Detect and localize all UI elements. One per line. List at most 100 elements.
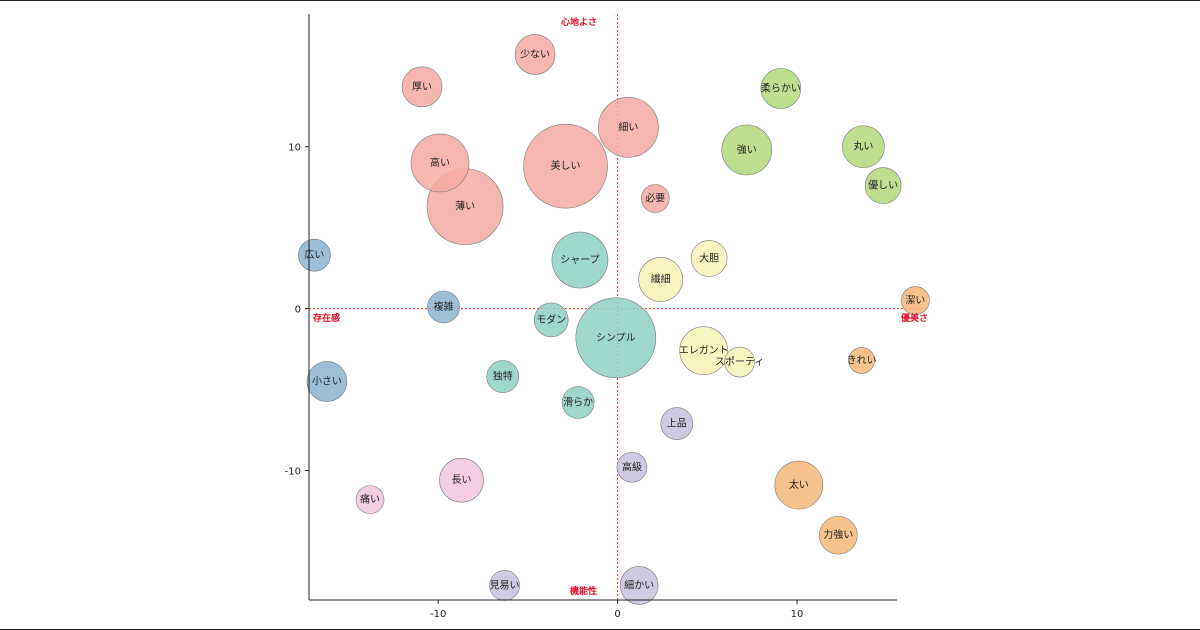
bubble: 厚い [401, 66, 443, 108]
bubble-circle [640, 184, 670, 213]
x-tick-label: 0 [614, 609, 620, 620]
bubble-label: 見易い [490, 579, 520, 591]
bubble-label: 少ない [520, 48, 550, 60]
bubble: 複雑 [427, 290, 460, 324]
top-border-line [0, 0, 1200, 1]
bubble-label: 小さい [312, 375, 342, 387]
bubble-label: 必要 [645, 192, 665, 205]
bubble-circle [533, 302, 569, 338]
bubble: モダン [533, 302, 569, 338]
x-tick-label: 10 [791, 609, 804, 620]
bubble: 滑らか [561, 386, 595, 419]
bubble: 少ない [514, 34, 556, 75]
bubble-label: 繊細 [651, 272, 671, 285]
bubble: 強い [721, 124, 773, 176]
y-tick-label: 0 [295, 305, 301, 316]
bubble-label: 長い [452, 474, 472, 486]
bubble-circle [848, 347, 875, 374]
bubble-label: 独特 [493, 370, 513, 383]
bubble-label: モダン [536, 313, 566, 326]
bubble-label: きれい [847, 354, 877, 366]
bubble: シンプル [575, 297, 657, 379]
bubble: 柔らかい [760, 68, 802, 109]
bubble: 高い [410, 133, 470, 193]
axis-name-left: 存在感 [313, 312, 340, 324]
bubble-circle [818, 515, 858, 555]
axis-names: 心地よさ 機能性 存在感 優美さ [313, 16, 928, 597]
bubble-circle [774, 460, 824, 510]
bubble-circle [306, 361, 348, 402]
bubble-label: シンプル [596, 332, 636, 344]
bubble: 高級 [616, 451, 648, 483]
bubble-label: 薄い [455, 200, 475, 213]
bubble: 優しい [864, 167, 902, 204]
bubble-circle [760, 68, 802, 109]
bubble-label: 細い [618, 120, 638, 133]
bubble-circle [724, 346, 755, 378]
axis-name-bottom: 機能性 [570, 585, 597, 597]
x-tick-label: -10 [430, 609, 446, 620]
bubble-label: 滑らか [563, 397, 593, 409]
bubble: 美しい [523, 123, 608, 209]
axes [308, 14, 897, 601]
bubble-circle [298, 238, 331, 272]
bubble-label: 力強い [823, 528, 853, 541]
bubble-circle [638, 257, 683, 302]
bubble: シャープ [551, 231, 609, 289]
bubble-label: 上品 [667, 418, 687, 430]
bubble-label: 強い [737, 143, 757, 156]
bubble-circle [660, 407, 694, 440]
bubble: 丸い [842, 125, 885, 169]
bubble: 力強い [818, 515, 858, 555]
bubble-circle [355, 485, 385, 514]
bubble: 太い [774, 460, 824, 510]
y-tick-label: -10 [285, 466, 301, 477]
ticks: -10 0 10 -10 0 10 [285, 143, 804, 620]
bubble: スポーティ [715, 346, 764, 378]
bubble-label: 柔らかい [761, 82, 801, 94]
bubble-label: 高級 [622, 460, 642, 473]
bubble-circle [410, 133, 470, 193]
bubble-circle [439, 457, 484, 503]
bubble-label: 高い [430, 156, 450, 169]
bubble: エレガント [679, 326, 729, 376]
bubble: 独特 [486, 360, 520, 393]
bubble: 必要 [640, 184, 670, 213]
bubble-circle [427, 290, 460, 324]
bubble-circle [523, 123, 608, 209]
bubble-circle [721, 124, 773, 176]
bubble-label: 複雑 [434, 300, 454, 313]
bubble-label: 大胆 [699, 251, 719, 264]
bubble: 広い [298, 238, 331, 272]
bubble-circle [842, 125, 885, 169]
bubble: 細かい [619, 566, 659, 605]
bubble-circle [901, 286, 930, 315]
bubble: 小さい [306, 361, 348, 402]
bubble-circle [619, 566, 659, 605]
bubble: 痛い [355, 485, 385, 514]
bubble-circle [690, 240, 728, 277]
axis-name-top: 心地よさ [561, 16, 597, 28]
bubble: 細い [598, 97, 659, 158]
bubble: 大胆 [690, 240, 728, 277]
bubble-label: 優しい [868, 179, 898, 192]
bubble-circle [401, 66, 443, 108]
bubble-label: シャープ [560, 254, 599, 266]
bubble-label: 丸い [853, 140, 873, 153]
bubble-label: スポーティ [715, 356, 764, 368]
bubble-circle [514, 34, 556, 75]
bubble-circle [551, 231, 609, 289]
bubble-circle [598, 97, 659, 158]
bubble-circle [679, 326, 729, 376]
bubble-label: 潔い [905, 294, 925, 307]
bubble-label: エレガント [679, 345, 729, 357]
bubble-circle [864, 167, 902, 204]
bubble-label: 細かい [624, 578, 654, 591]
y-tick-label: 10 [288, 143, 301, 154]
bubble: 見易い [489, 570, 520, 601]
bubble: 繊細 [638, 257, 683, 302]
bubble: 上品 [660, 407, 694, 440]
bubble-circle [561, 386, 595, 419]
